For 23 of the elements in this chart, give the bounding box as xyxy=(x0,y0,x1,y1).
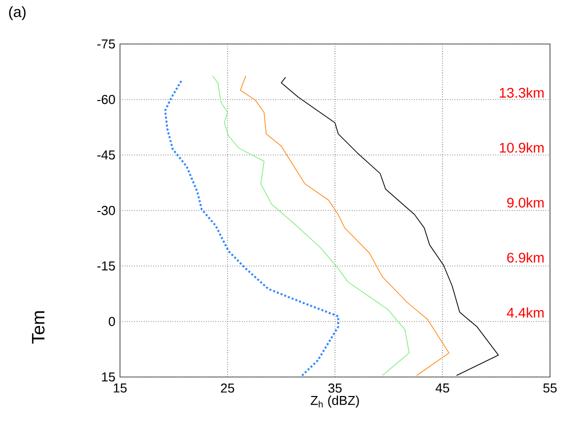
x-tick-label: 15 xyxy=(114,384,127,393)
y-tick-label: -45 xyxy=(97,150,115,160)
y-tick-label: -30 xyxy=(97,206,115,216)
y-tick-label: -15 xyxy=(97,261,115,271)
annotation: 9.0km xyxy=(507,197,544,208)
x-axis-title: Z$_{h}$ (dBZ) xyxy=(310,396,359,408)
annotation: 13.3km xyxy=(500,87,544,98)
x-tick-label: 55 xyxy=(543,384,557,393)
y-tick-label: 15 xyxy=(102,372,115,382)
line-series xyxy=(212,75,410,376)
y-tick-label: -60 xyxy=(97,94,115,104)
x-tick-label: 35 xyxy=(328,384,342,393)
annotation: 4.4km xyxy=(506,307,544,318)
annotation: 10.9km xyxy=(500,142,544,153)
x-tick-label: 45 xyxy=(436,384,450,393)
line-series xyxy=(240,75,450,376)
chart-title: (a) xyxy=(9,6,26,20)
annotation: 6.9km xyxy=(507,252,544,263)
y-tick-label: 0 xyxy=(108,316,115,326)
x-tick-label: 25 xyxy=(220,384,234,393)
y-tick-label: -75 xyxy=(97,39,115,49)
y-axis-title: Tem xyxy=(32,311,45,344)
line-series xyxy=(164,80,340,377)
